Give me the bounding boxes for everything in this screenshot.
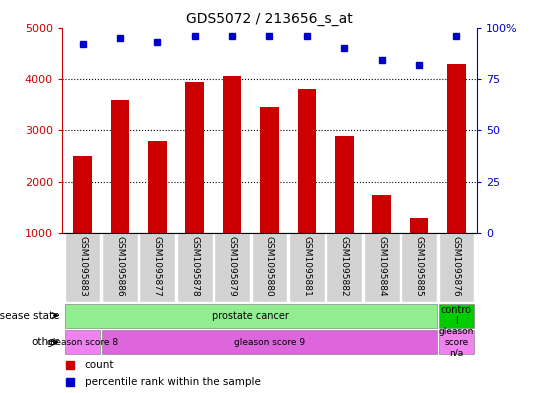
Bar bbox=[65, 330, 100, 354]
Text: percentile rank within the sample: percentile rank within the sample bbox=[85, 377, 261, 387]
Bar bbox=[326, 233, 362, 302]
Bar bbox=[110, 99, 129, 233]
Bar bbox=[65, 233, 100, 302]
Text: gleason
score
n/a: gleason score n/a bbox=[439, 327, 474, 357]
Text: GSM1095884: GSM1095884 bbox=[377, 235, 386, 296]
Text: gleason score 9: gleason score 9 bbox=[234, 338, 305, 347]
Text: GSM1095879: GSM1095879 bbox=[227, 235, 237, 296]
Bar bbox=[439, 233, 474, 302]
Bar bbox=[260, 107, 279, 233]
Bar bbox=[223, 76, 241, 233]
Text: GSM1095877: GSM1095877 bbox=[153, 235, 162, 296]
Bar bbox=[185, 82, 204, 233]
Bar bbox=[335, 136, 354, 233]
Bar bbox=[364, 233, 399, 302]
Bar bbox=[401, 233, 437, 302]
Bar bbox=[252, 233, 287, 302]
Bar bbox=[289, 233, 325, 302]
Text: GSM1095882: GSM1095882 bbox=[340, 235, 349, 296]
Bar bbox=[140, 233, 175, 302]
Bar bbox=[298, 89, 316, 233]
Bar bbox=[439, 303, 474, 328]
Title: GDS5072 / 213656_s_at: GDS5072 / 213656_s_at bbox=[186, 13, 353, 26]
Bar bbox=[439, 330, 474, 354]
Text: disease state: disease state bbox=[0, 310, 59, 321]
Bar bbox=[148, 141, 167, 233]
Bar bbox=[372, 195, 391, 233]
Bar bbox=[447, 64, 466, 233]
Bar bbox=[102, 330, 437, 354]
Text: GSM1095886: GSM1095886 bbox=[115, 235, 125, 296]
Bar bbox=[102, 233, 138, 302]
Text: GSM1095880: GSM1095880 bbox=[265, 235, 274, 296]
Bar bbox=[73, 156, 92, 233]
Bar bbox=[177, 233, 213, 302]
Text: contro
l: contro l bbox=[441, 305, 472, 326]
Text: other: other bbox=[31, 337, 59, 347]
Text: GSM1095881: GSM1095881 bbox=[302, 235, 312, 296]
Text: count: count bbox=[85, 360, 114, 369]
Bar bbox=[214, 233, 250, 302]
Text: GSM1095878: GSM1095878 bbox=[190, 235, 199, 296]
Bar bbox=[65, 303, 437, 328]
Bar bbox=[410, 218, 429, 233]
Text: GSM1095876: GSM1095876 bbox=[452, 235, 461, 296]
Text: GSM1095885: GSM1095885 bbox=[414, 235, 424, 296]
Text: GSM1095883: GSM1095883 bbox=[78, 235, 87, 296]
Text: gleason score 8: gleason score 8 bbox=[47, 338, 118, 347]
Text: prostate cancer: prostate cancer bbox=[212, 310, 289, 321]
